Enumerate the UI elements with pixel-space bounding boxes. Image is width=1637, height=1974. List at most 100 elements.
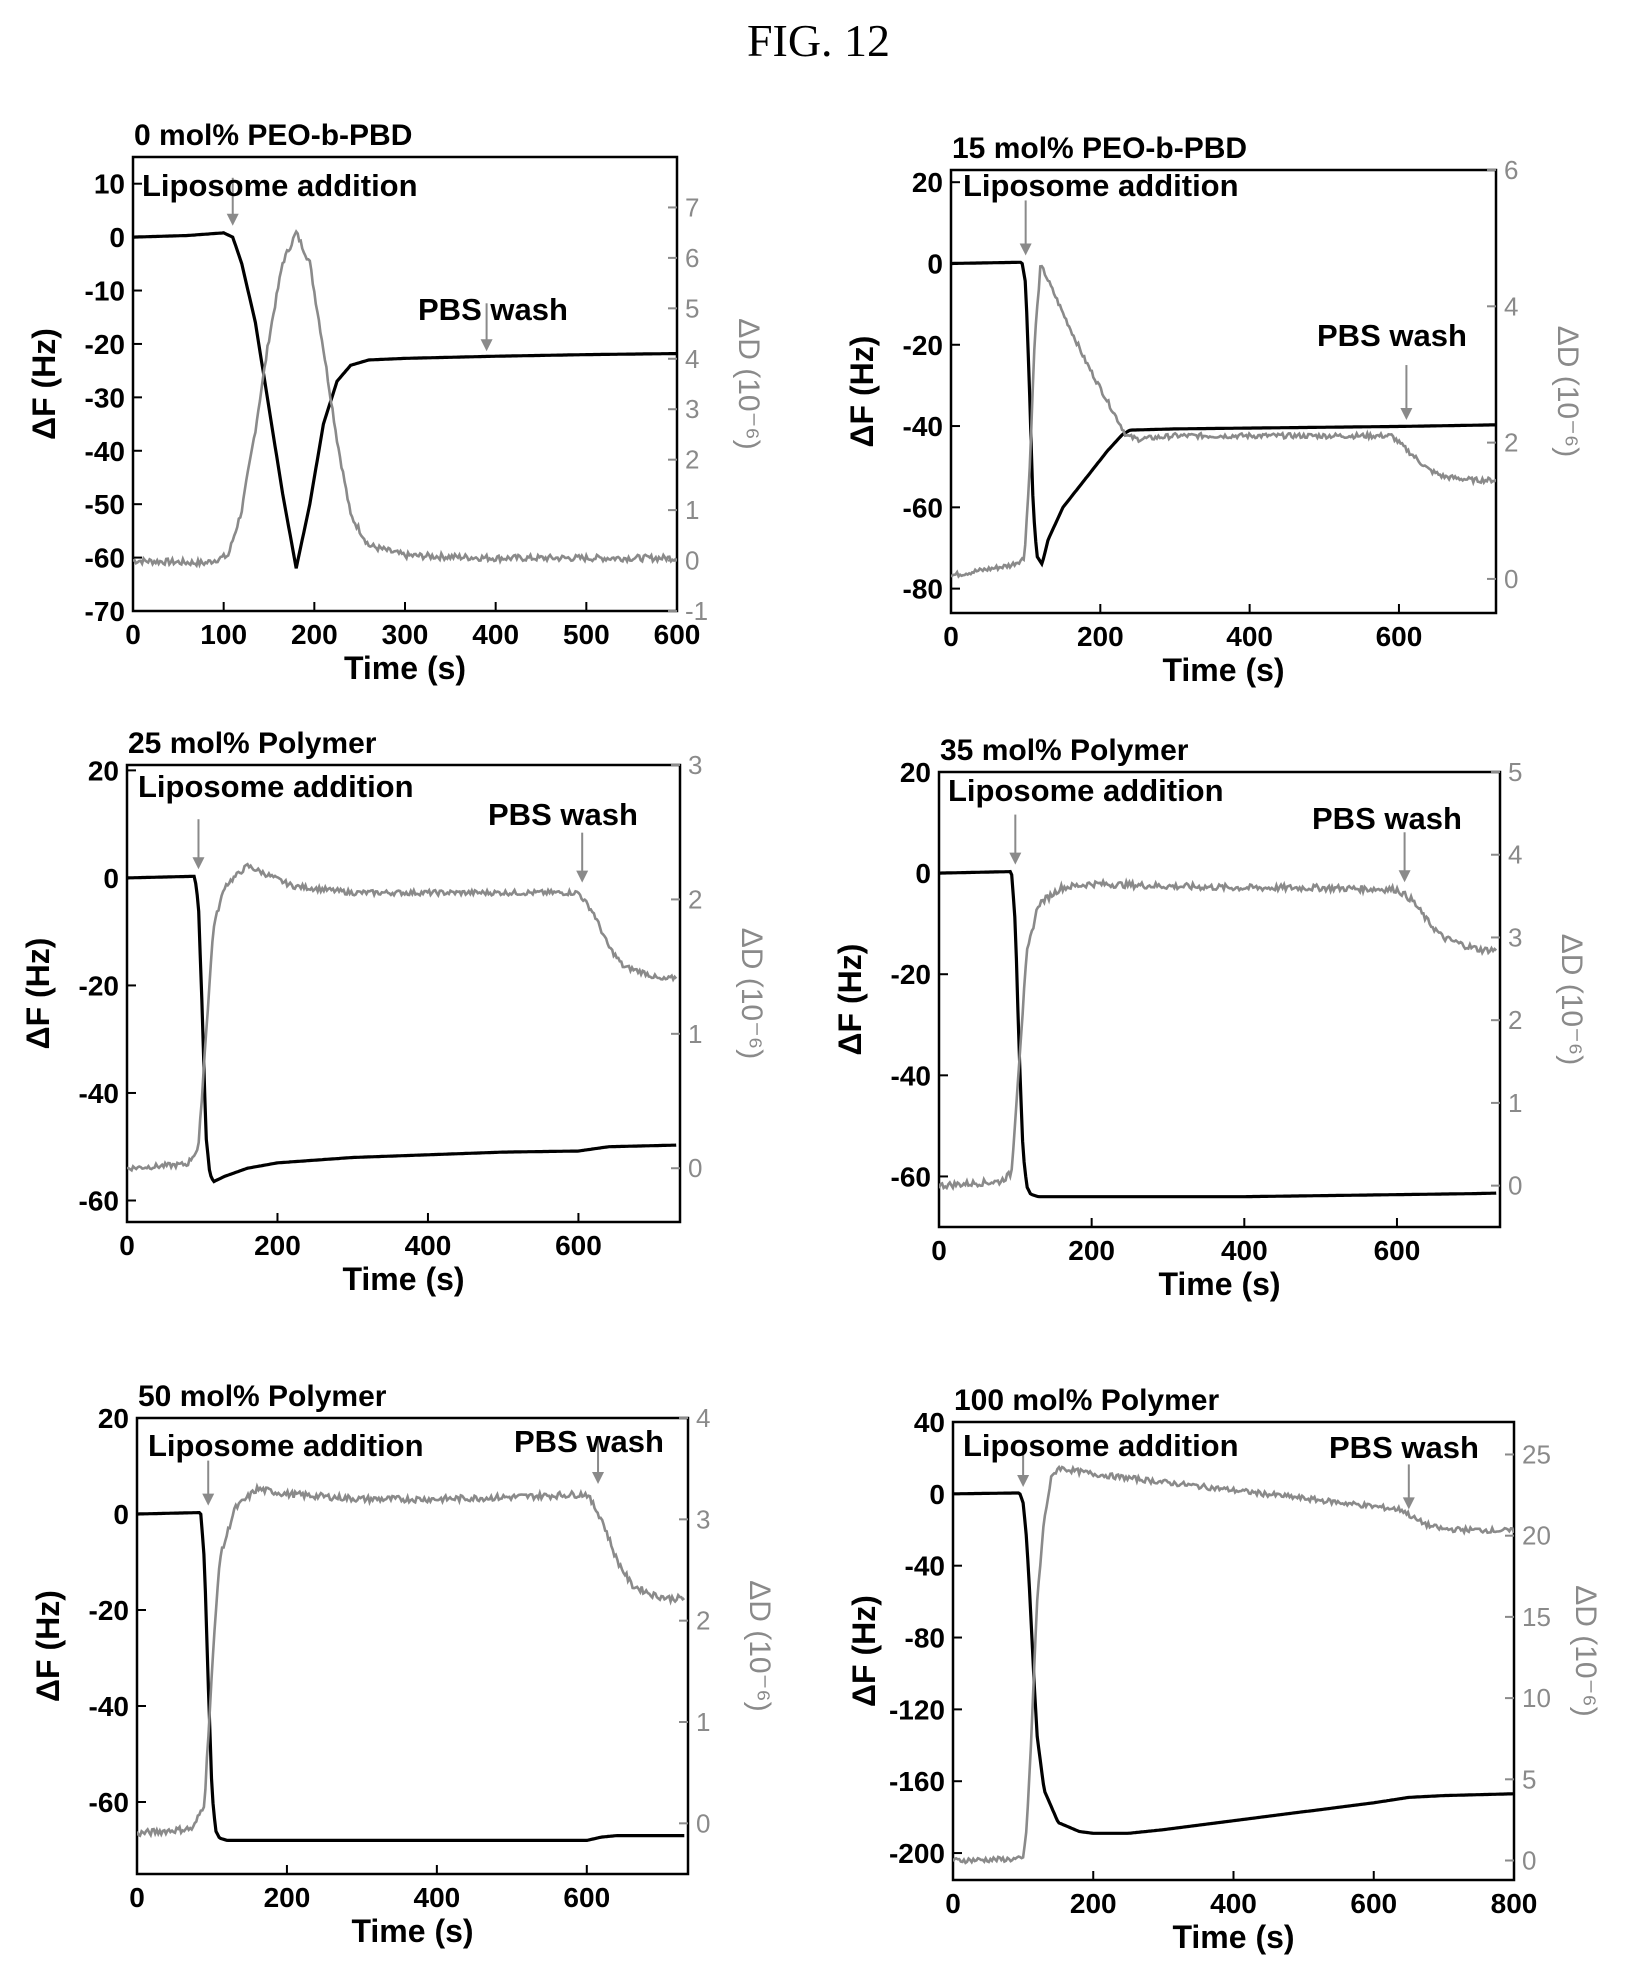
- y-tick-label: -40: [79, 1078, 119, 1109]
- frequency-series-line: [127, 874, 677, 1184]
- annotation-label: PBS wash: [514, 1424, 664, 1459]
- y-axis-label: ΔF (Hz): [846, 1595, 882, 1707]
- annotation-arrowhead: [1009, 852, 1022, 865]
- y2-axis-label: ΔD (10⁻⁶): [732, 318, 765, 450]
- x-tick-label: 600: [1350, 1888, 1397, 1919]
- panel-title: 50 mol% Polymer: [138, 1380, 387, 1413]
- x-tick-label: 0: [119, 1230, 135, 1261]
- y-tick-label: 0: [927, 248, 943, 279]
- x-tick-label: 100: [200, 619, 247, 650]
- y-tick-label: -10: [85, 276, 125, 307]
- y-tick-label: 0: [915, 858, 931, 889]
- y-tick-label: -20: [903, 330, 943, 361]
- annotation-label: Liposome addition: [948, 773, 1224, 808]
- x-tick-label: 200: [291, 619, 338, 650]
- y-axis-label: ΔF (Hz): [30, 1590, 66, 1702]
- x-tick-label: 200: [254, 1230, 301, 1261]
- dissipation-series-line: [133, 229, 677, 569]
- y-axis-label: ΔF (Hz): [26, 328, 62, 440]
- y-tick-label: -40: [905, 1551, 945, 1582]
- y2-tick-label: 0: [1508, 1171, 1522, 1201]
- annotation-label: Liposome addition: [963, 1428, 1239, 1463]
- y2-tick-label: 7: [685, 192, 699, 222]
- x-tick-label: 300: [382, 619, 429, 650]
- y-tick-label: -20: [85, 329, 125, 360]
- plot-frame: [131, 155, 679, 613]
- annotation-arrowhead: [576, 870, 589, 883]
- dissipation-series-line: [953, 1464, 1514, 1865]
- y-tick-label: -20: [79, 970, 119, 1001]
- annotation-arrowhead: [480, 339, 493, 352]
- x-tick-label: 0: [931, 1235, 947, 1266]
- y-tick-label: -120: [889, 1694, 945, 1725]
- x-tick-label: 400: [405, 1230, 452, 1261]
- annotation-arrowhead: [1402, 1497, 1415, 1510]
- annotation-label: Liposome addition: [148, 1428, 424, 1463]
- y2-tick-label: 6: [1504, 155, 1518, 185]
- y2-tick-label: 2: [1504, 428, 1518, 458]
- dissipation-series-line: [951, 264, 1496, 579]
- x-tick-label: 0: [943, 621, 959, 652]
- x-tick-label: 600: [654, 619, 701, 650]
- y-tick-label: -60: [903, 492, 943, 523]
- y2-tick-label: 5: [1508, 757, 1522, 787]
- plot-frame: [135, 1416, 690, 1876]
- x-tick-label: 200: [264, 1882, 311, 1913]
- dissipation-series-line: [137, 1482, 686, 1839]
- y-tick-label: -40: [903, 411, 943, 442]
- y-tick-label: -60: [89, 1787, 129, 1818]
- x-tick-label: 600: [563, 1882, 610, 1913]
- y-tick-label: -80: [905, 1623, 945, 1654]
- y2-tick-label: 1: [685, 495, 699, 525]
- y2-tick-label: 3: [685, 394, 699, 424]
- panel-title: 25 mol% Polymer: [128, 727, 377, 760]
- y-tick-label: -60: [891, 1161, 931, 1192]
- panel-title: 0 mol% PEO-b-PBD: [134, 119, 412, 152]
- y-tick-label: 20: [98, 1403, 129, 1434]
- panel-title: 35 mol% Polymer: [940, 734, 1189, 767]
- y2-axis-label: ΔD (10⁻⁶): [735, 928, 768, 1060]
- y-tick-label: -80: [903, 574, 943, 605]
- dissipation-series-line: [939, 877, 1498, 1192]
- frequency-series-line: [137, 1511, 685, 1842]
- frequency-series-line: [953, 1491, 1514, 1835]
- annotation-arrowhead: [1398, 870, 1411, 883]
- y2-tick-label: 4: [1508, 840, 1522, 870]
- y2-tick-label: 3: [1508, 922, 1522, 952]
- y2-tick-label: 0: [688, 1153, 702, 1183]
- x-tick-label: 400: [1226, 621, 1273, 652]
- x-tick-label: 0: [945, 1888, 961, 1919]
- y2-tick-label: 4: [1504, 291, 1518, 321]
- y2-axis-label: ΔD (10⁻⁶): [1569, 1585, 1602, 1717]
- y2-tick-label: 5: [1522, 1764, 1536, 1794]
- plot-frame: [949, 168, 1498, 615]
- y-tick-label: 20: [912, 167, 943, 198]
- x-tick-label: 0: [129, 1882, 145, 1913]
- y-tick-label: 20: [900, 757, 931, 788]
- annotation-label: Liposome addition: [963, 168, 1239, 203]
- annotation-label: PBS wash: [418, 292, 568, 327]
- frequency-series-line: [951, 260, 1496, 568]
- y2-axis-label: ΔD (10⁻⁶): [743, 1580, 776, 1712]
- y-tick-label: -40: [85, 436, 125, 467]
- x-axis-label: Time (s): [351, 1913, 473, 1949]
- annotation-label: Liposome addition: [142, 168, 418, 203]
- x-tick-label: 400: [472, 619, 519, 650]
- annotation-label: PBS wash: [488, 797, 638, 832]
- y-axis-label: ΔF (Hz): [844, 336, 880, 448]
- y-tick-label: 0: [109, 222, 125, 253]
- annotation-arrowhead: [1400, 408, 1413, 421]
- plot-frame: [937, 770, 1502, 1229]
- figure-title: FIG. 12: [746, 15, 891, 66]
- y-tick-label: -40: [891, 1060, 931, 1091]
- x-tick-label: 400: [1221, 1235, 1268, 1266]
- annotation-label: PBS wash: [1329, 1430, 1479, 1465]
- y2-tick-label: 10: [1522, 1683, 1551, 1713]
- x-axis-label: Time (s): [344, 650, 466, 686]
- x-tick-label: 600: [1376, 621, 1423, 652]
